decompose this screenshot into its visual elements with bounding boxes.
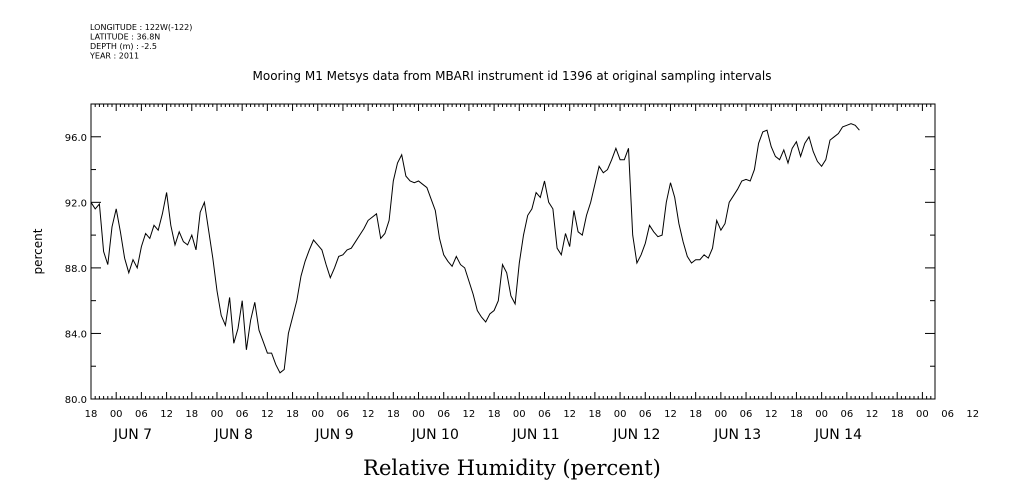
x-day-label: JUN 12 [612, 427, 660, 443]
x-tick-label: 06 [639, 409, 652, 420]
x-axis-day-labels: JUN 7 JUN 8 JUN 9 JUN 10 JUN 11 JUN 12 JUN 13 J… [113, 427, 862, 443]
meta-line: LATITUDE : 36.8N [90, 33, 160, 42]
x-tick-label: 12 [160, 409, 173, 420]
x-tick-label: 12 [866, 409, 879, 420]
humidity-series-line [90, 123, 860, 374]
x-day-label: JUN 13 [713, 427, 761, 443]
x-tick-label: 00 [311, 409, 324, 420]
x-tick-label: 12 [261, 409, 274, 420]
meta-line: DEPTH (m) : -2.5 [90, 42, 157, 51]
x-tick-label: 12 [563, 409, 576, 420]
x-tick-label: 06 [538, 409, 551, 420]
plot-frame [90, 103, 936, 400]
x-day-label: JUN 7 [113, 427, 152, 443]
x-tick-label: 06 [740, 409, 753, 420]
x-tick-label: 18 [488, 409, 501, 420]
x-tick-label: 18 [185, 409, 198, 420]
x-tick-label: 18 [286, 409, 299, 420]
y-tick-label: 84.0 [65, 329, 87, 340]
x-tick-label: 12 [664, 409, 677, 420]
chart-title: Mooring M1 Metsys data from MBARI instru… [253, 69, 772, 83]
meta-line: YEAR : 2011 [89, 52, 139, 61]
x-tick-label: 00 [110, 409, 123, 420]
x-day-label: JUN 8 [214, 427, 253, 443]
y-tick-label: 88.0 [65, 264, 87, 275]
metadata-block: LONGITUDE : 122W(-122)LATITUDE : 36.8NDE… [89, 23, 192, 61]
y-axis-label: percent [31, 228, 45, 274]
x-axis-label: Relative Humidity (percent) [363, 456, 661, 480]
x-tick-label: 06 [840, 409, 853, 420]
x-tick-label: 06 [941, 409, 954, 420]
y-tick-label: 96.0 [65, 133, 87, 144]
x-tick-label: 00 [916, 409, 929, 420]
x-tick-label: 18 [589, 409, 602, 420]
x-tick-label: 12 [362, 409, 375, 420]
x-tick-label: 06 [135, 409, 148, 420]
x-day-label: JUN 10 [411, 427, 459, 443]
x-tick-label: 00 [211, 409, 224, 420]
x-tick-label: 06 [437, 409, 450, 420]
y-tick-label: 80.0 [65, 395, 87, 406]
x-day-label: JUN 11 [512, 427, 560, 443]
x-axis: 18 00 06 12 18 00 06 12 18 00 06 12 18 00 06 12 18 00 06 12… [85, 104, 979, 420]
y-tick-label: 92.0 [65, 198, 87, 209]
x-tick-label: 06 [236, 409, 249, 420]
x-day-label: JUN 9 [314, 427, 353, 443]
y-axis: 80.0 84.0 88.0 92.0 96.0 [65, 103, 935, 406]
x-tick-label: 06 [337, 409, 350, 420]
x-tick-label: 18 [85, 409, 98, 420]
x-day-label: JUN 14 [814, 427, 862, 443]
x-tick-label: 18 [387, 409, 400, 420]
x-tick-label: 12 [463, 409, 476, 420]
x-tick-label: 12 [765, 409, 778, 420]
x-tick-label: 00 [614, 409, 627, 420]
x-tick-label: 18 [689, 409, 702, 420]
x-tick-label: 18 [790, 409, 803, 420]
meta-line: LONGITUDE : 122W(-122) [90, 23, 192, 32]
x-tick-label: 00 [714, 409, 727, 420]
x-tick-label: 18 [891, 409, 904, 420]
x-tick-label: 12 [966, 409, 979, 420]
x-tick-label: 00 [513, 409, 526, 420]
x-tick-label: 00 [815, 409, 828, 420]
x-tick-label: 00 [412, 409, 425, 420]
